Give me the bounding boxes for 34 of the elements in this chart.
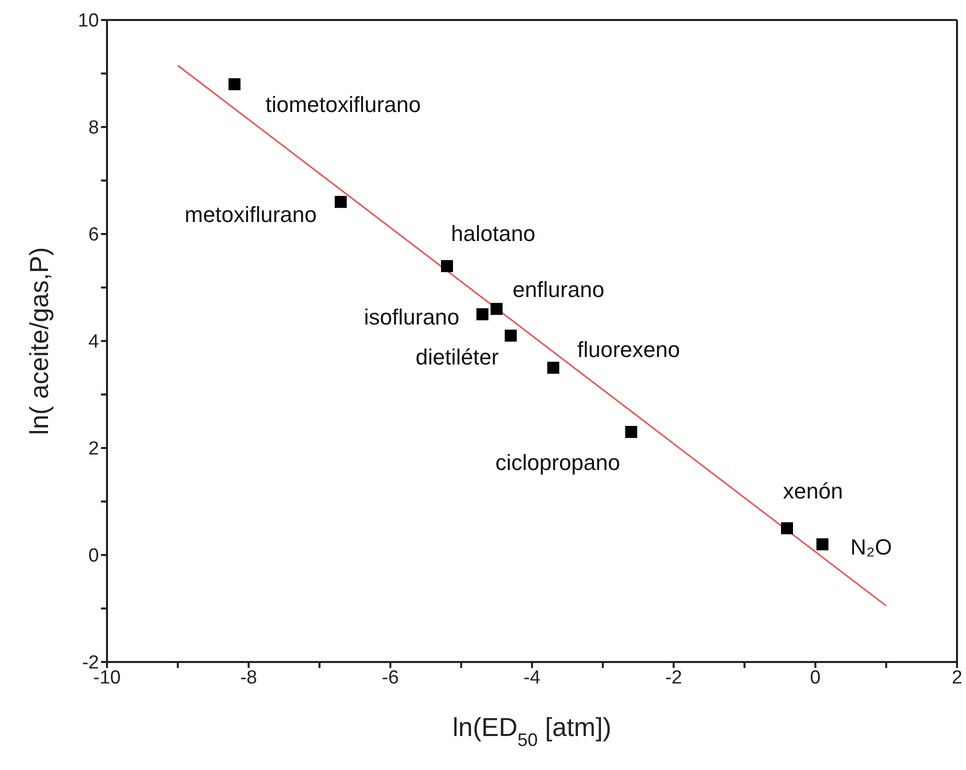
annotation: dietiléter xyxy=(416,344,499,370)
point xyxy=(476,308,488,320)
y-tick-label: 8 xyxy=(88,118,99,139)
point xyxy=(441,260,453,272)
annotation: isoflurano xyxy=(364,304,460,330)
annotation: enflurano xyxy=(512,276,604,302)
y-axis-title: ln( aceite/gas,P) xyxy=(24,247,54,435)
annotation: N₂O xyxy=(850,534,892,560)
annotation: ciclopropano xyxy=(495,450,620,475)
y-tick-label: 4 xyxy=(88,332,100,353)
annotation: fluorexeno xyxy=(577,336,680,362)
point xyxy=(547,362,560,374)
x-tick-label: -6 xyxy=(382,667,399,688)
y-tick-label: 6 xyxy=(88,224,99,246)
y-tick-label: 0 xyxy=(88,546,99,567)
point xyxy=(228,78,240,90)
y-tick-label: 10 xyxy=(78,10,99,32)
point xyxy=(334,196,347,208)
point xyxy=(504,330,517,342)
point xyxy=(490,302,503,315)
annotation: metoxiflurano xyxy=(184,202,317,227)
x-tick-label: 2 xyxy=(952,667,962,688)
x-tick-label: 0 xyxy=(810,667,821,688)
point xyxy=(625,426,638,438)
x-tick-label: -2 xyxy=(665,667,682,688)
point xyxy=(781,522,793,534)
annotation: halotano xyxy=(451,221,536,246)
point xyxy=(816,538,828,550)
x-tick-label: -4 xyxy=(524,667,541,688)
annotation: tiometoxiflurano xyxy=(266,92,421,118)
y-tick-label: 2 xyxy=(88,438,99,460)
annotation: xenón xyxy=(783,478,843,504)
x-axis-title: ln(ED$_{50}$ [atm]) xyxy=(452,712,612,750)
x-tick-label: -8 xyxy=(240,667,258,688)
